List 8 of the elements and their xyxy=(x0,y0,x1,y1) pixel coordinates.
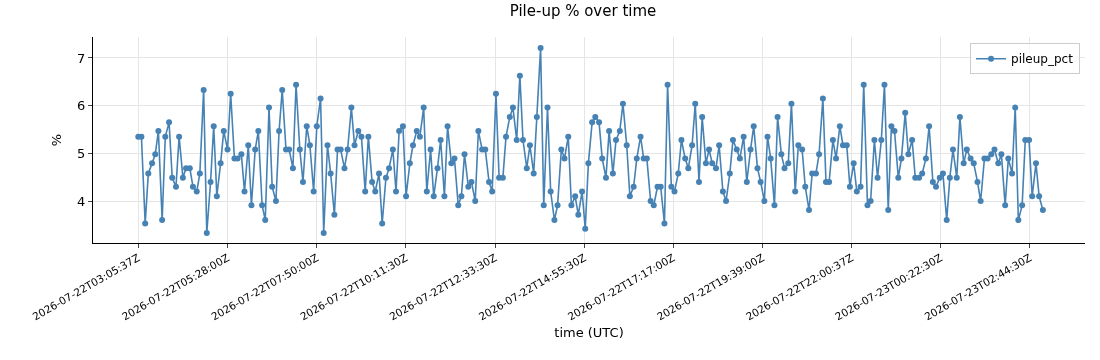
chart-title: Pile-up % over time xyxy=(509,1,657,20)
y-axis-title: % xyxy=(49,133,65,147)
y-tick-label: 6 xyxy=(77,98,86,114)
x-axis-title: time (UTC) xyxy=(554,325,624,341)
y-tick-label: 7 xyxy=(77,50,86,66)
y-tick-label: 5 xyxy=(77,145,86,161)
legend-label: pileup_pct xyxy=(1011,52,1074,67)
y-tick-label: 4 xyxy=(77,193,86,209)
